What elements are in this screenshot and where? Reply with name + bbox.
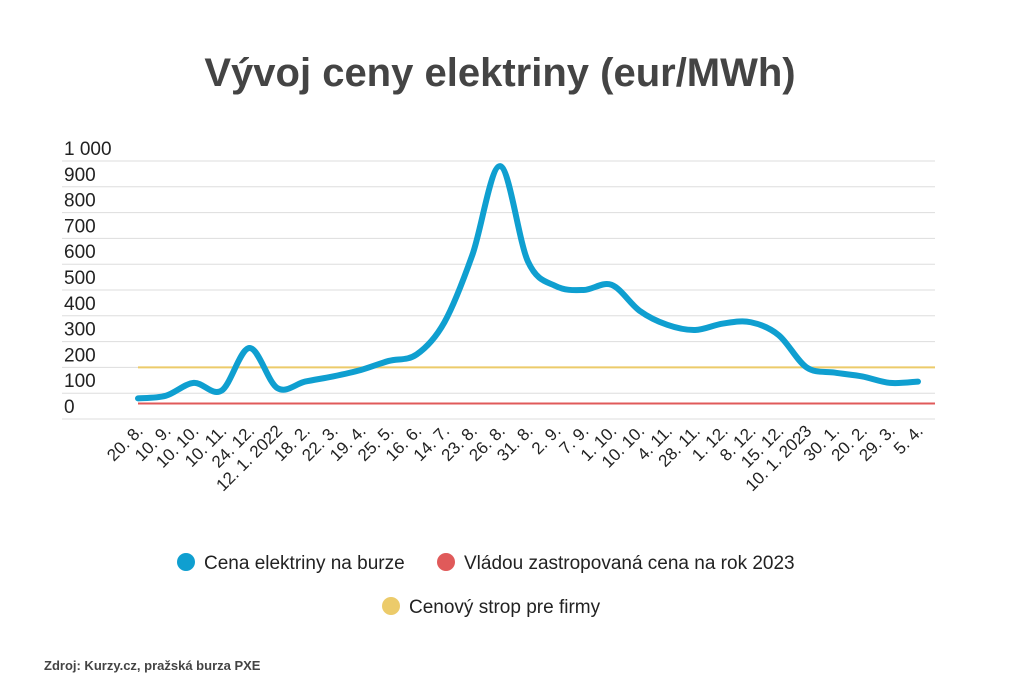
y-tick-label: 300 [64, 320, 96, 341]
y-tick-label: 800 [64, 191, 96, 212]
legend-label: Cena elektriny na burze [204, 553, 405, 574]
y-tick-label: 400 [64, 294, 96, 315]
y-tick-label: 900 [64, 165, 96, 186]
x-tick-label: 2. 9. [528, 421, 565, 458]
y-tick-label: 600 [64, 242, 96, 263]
legend-label: Cenový strop pre firmy [409, 597, 601, 618]
x-tick-label: 5. 4. [890, 421, 927, 458]
y-tick-label: 100 [64, 371, 96, 392]
legend-marker [382, 597, 400, 615]
y-tick-label: 1 000 [64, 139, 112, 160]
legend-marker [437, 553, 455, 571]
price-line [135, 163, 921, 402]
y-tick-label: 200 [64, 345, 96, 366]
y-tick-label: 500 [64, 268, 96, 289]
chart-title: Vývoj ceny elektriny (eur/MWh) [204, 51, 795, 95]
legend-label: Vládou zastropovaná cena na rok 2023 [464, 553, 795, 574]
source-note: Zdroj: Kurzy.cz, pražská burza PXE [44, 658, 261, 673]
y-tick-label: 0 [64, 397, 75, 418]
y-tick-label: 700 [64, 216, 96, 237]
legend-marker [177, 553, 195, 571]
